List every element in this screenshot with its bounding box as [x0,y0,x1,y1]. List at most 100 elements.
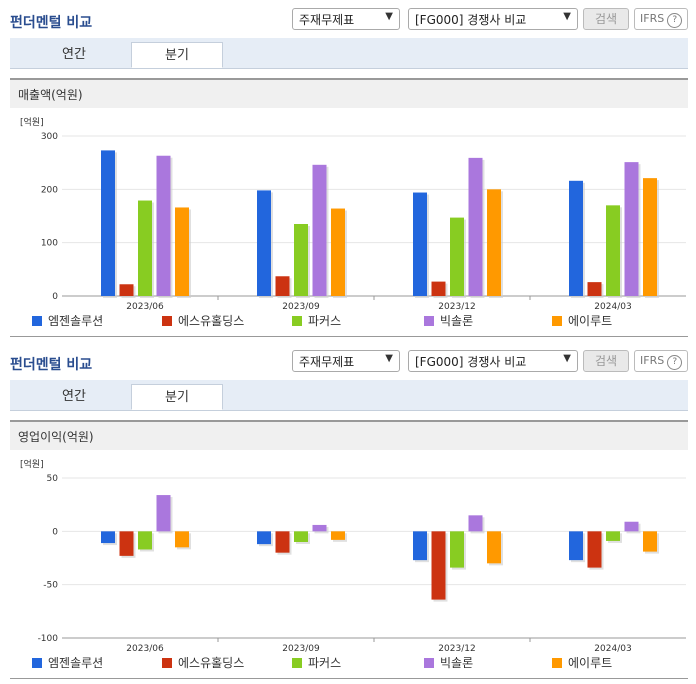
compare-select-value: [FG000] 경쟁사 비교 [415,13,527,27]
y-tick-label: 200 [41,185,58,195]
metric-title: 영업이익(억원) [10,420,688,450]
legend-label: 빅솔론 [440,656,474,670]
chevron-down-icon: ▼ [385,353,393,364]
bar [468,515,483,532]
bar [138,531,152,550]
legend-swatch [424,658,434,668]
x-tick-label: 2024/03 [594,302,631,312]
statement-select-value: 주재무제표 [299,355,355,369]
legend-label: 에스유홀딩스 [178,314,245,328]
compare-select-value: [FG000] 경쟁사 비교 [415,355,527,369]
chart-legend: 엠젠솔루션 에스유홀딩스 파커스 빅솔론 에이루트 [32,313,682,329]
y-tick-label: 50 [47,474,59,484]
legend-swatch [292,658,302,668]
chevron-down-icon: ▼ [563,11,571,22]
tab-quarterly[interactable]: 분기 [131,42,223,68]
help-icon[interactable]: ? [667,355,683,370]
bar [156,495,171,532]
compare-select[interactable]: [FG000] 경쟁사 비교 ▼ [408,8,578,30]
tab-quarterly[interactable]: 분기 [131,384,223,410]
x-tick-label: 2023/09 [282,644,320,654]
y-unit-label: [억원] [20,458,44,470]
y-tick-label: 0 [52,527,58,537]
legend-swatch [552,316,562,326]
bar [643,178,657,296]
bar [468,157,483,296]
bar [257,531,271,545]
legend-swatch [32,658,42,668]
search-button[interactable]: 검색 [583,8,629,30]
period-tabs: 연간 분기 [10,38,688,69]
help-icon[interactable]: ? [667,13,683,28]
y-tick-label: 0 [52,292,58,302]
divider [10,678,688,679]
bar [294,531,308,542]
operating-profit-chart: [억원]50 0 -50 -100 2023/06 2023/09 2023/12 2024/… [20,458,686,654]
x-tick-label: 2024/03 [594,644,631,654]
bar [643,531,657,552]
bar [624,162,639,296]
legend-swatch [552,658,562,668]
x-tick-label: 2023/12 [438,302,475,312]
statement-select-value: 주재무제표 [299,13,355,27]
y-unit-label: [억원] [20,116,44,128]
bar [606,531,620,541]
panel-operating-profit: 펀더멘털 비교 주재무제표 ▼ [FG000] 경쟁사 비교 ▼ 검색 IFRS… [0,342,696,684]
chevron-down-icon: ▼ [385,11,393,22]
bar [606,205,620,296]
metric-title: 매출액(억원) [10,78,688,108]
bar [275,531,290,553]
bar [275,276,290,296]
legend-label: 에이루트 [568,314,613,328]
bar [312,524,327,532]
search-button[interactable]: 검색 [583,350,629,372]
bar [487,189,501,296]
statement-select[interactable]: 주재무제표 ▼ [292,350,400,372]
ifrs-button[interactable]: IFRS? [634,350,688,372]
ifrs-button[interactable]: IFRS? [634,8,688,30]
bar [450,217,464,296]
bar [257,190,271,296]
legend-label: 엠젠솔루션 [48,314,104,328]
bar [331,208,345,296]
bar [487,531,501,564]
legend-swatch [292,316,302,326]
bar [413,531,427,561]
legend-label: 에스유홀딩스 [178,656,245,670]
bar [587,282,602,296]
y-tick-label: 300 [41,132,58,142]
panel-header: 펀더멘털 비교 주재무제표 ▼ [FG000] 경쟁사 비교 ▼ 검색 IFRS… [0,0,696,36]
revenue-chart: [억원] 0 100 200 300 2023/06 2023/09 2023/12 2024/… [20,116,686,312]
bar [101,150,115,296]
bar [431,281,446,296]
legend-label: 빅솔론 [440,314,474,328]
ifrs-label: IFRS [640,354,665,367]
ifrs-label: IFRS [640,12,665,25]
bar [331,531,345,540]
legend-label: 파커스 [308,314,342,328]
chevron-down-icon: ▼ [563,353,571,364]
bar [138,200,152,296]
x-tick-label: 2023/12 [438,644,475,654]
legend-swatch [162,658,172,668]
panel-title: 펀더멘털 비교 [10,15,93,31]
bar [175,207,189,296]
tab-annual[interactable]: 연간 [62,47,86,62]
bar [587,531,602,568]
divider [10,336,688,337]
bar [101,531,115,544]
statement-select[interactable]: 주재무제표 ▼ [292,8,400,30]
panel-title: 펀더멘털 비교 [10,357,93,373]
bar [624,521,639,532]
bar [175,531,189,548]
legend-swatch [162,316,172,326]
compare-select[interactable]: [FG000] 경쟁사 비교 ▼ [408,350,578,372]
panel-revenue: 펀더멘털 비교 주재무제표 ▼ [FG000] 경쟁사 비교 ▼ 검색 IFRS… [0,0,696,337]
bar [450,531,464,568]
bar [413,192,427,296]
x-tick-label: 2023/06 [126,644,164,654]
tab-annual[interactable]: 연간 [62,389,86,404]
x-tick-label: 2023/06 [126,302,164,312]
period-tabs: 연간 분기 [10,380,688,411]
bar [569,531,583,561]
